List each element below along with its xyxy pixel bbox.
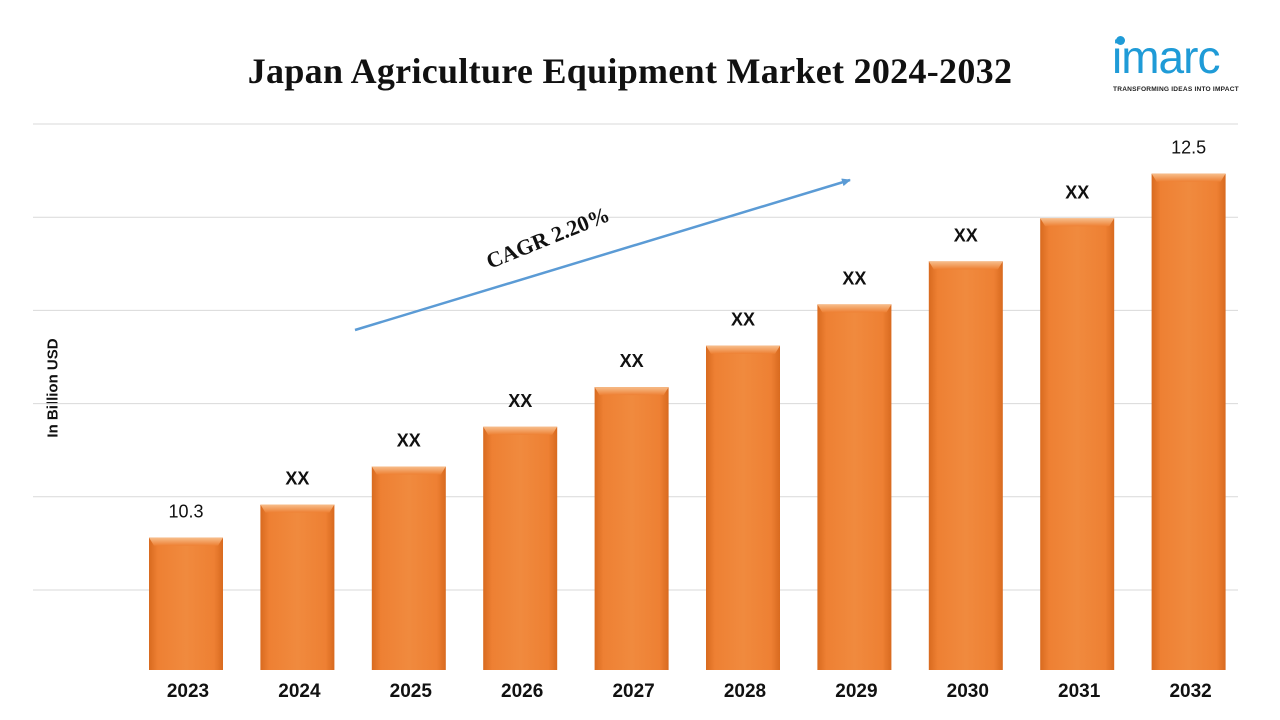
bar-bevel xyxy=(1040,218,1115,227)
bar-2032 xyxy=(1151,173,1226,671)
bar-bevel xyxy=(371,466,446,475)
x-tick-label: 2028 xyxy=(724,681,766,702)
bar-2027 xyxy=(594,387,669,670)
logo-dot-icon xyxy=(1116,36,1125,45)
bars xyxy=(149,173,1226,671)
cagr-arrow xyxy=(354,178,851,332)
bar-2028 xyxy=(706,345,780,670)
data-labels: 10.3 XX XX XX XX XX XX XX XX 12.5 xyxy=(168,138,1206,522)
bar-bevel xyxy=(1151,173,1226,182)
logo-word: imarc xyxy=(1112,31,1220,83)
data-label: XX xyxy=(1065,182,1089,202)
x-tick-label: 2023 xyxy=(167,681,209,702)
bar-2030 xyxy=(928,261,1003,670)
bar-bevel xyxy=(594,387,669,396)
data-label: 10.3 xyxy=(168,502,203,522)
logo-tagline: TRANSFORMING IDEAS INTO IMPACT xyxy=(1113,86,1239,93)
chart-title: Japan Agriculture Equipment Market 2024-… xyxy=(247,51,1013,91)
data-label: 12.5 xyxy=(1171,138,1206,158)
x-tick-label: 2027 xyxy=(612,681,654,702)
imarc-logo: imarc TRANSFORMING IDEAS INTO IMPACT xyxy=(1112,34,1264,98)
bar-2029 xyxy=(817,304,892,670)
x-tick-label: 2025 xyxy=(390,681,433,702)
data-label: XX xyxy=(508,391,532,411)
bar-bevel xyxy=(483,426,558,435)
data-label: XX xyxy=(397,430,421,450)
data-label: XX xyxy=(954,225,978,245)
data-label: XX xyxy=(842,268,866,288)
bar-bevel xyxy=(817,304,892,313)
bar-bevel xyxy=(149,537,223,546)
bar-2031 xyxy=(1040,218,1115,671)
data-label: XX xyxy=(731,310,755,330)
bar-bevel xyxy=(706,345,780,354)
bar-2024 xyxy=(260,504,335,670)
x-tick-label: 2024 xyxy=(278,681,321,702)
bar-2026 xyxy=(483,426,558,670)
x-tick-label: 2030 xyxy=(947,681,989,702)
x-tick-label: 2029 xyxy=(835,681,877,702)
x-tick-labels: 2023 2024 2025 2026 2027 2028 2029 2030 2031 2032 xyxy=(167,681,1212,702)
bar-2025 xyxy=(371,466,446,670)
x-tick-label: 2032 xyxy=(1169,681,1211,702)
x-tick-label: 2031 xyxy=(1058,681,1101,702)
data-label: XX xyxy=(285,469,309,489)
bar-2023 xyxy=(149,537,223,670)
data-label: XX xyxy=(620,351,644,371)
x-tick-label: 2026 xyxy=(501,681,543,702)
bar-bevel xyxy=(928,261,1003,270)
bar-bevel xyxy=(260,504,335,513)
